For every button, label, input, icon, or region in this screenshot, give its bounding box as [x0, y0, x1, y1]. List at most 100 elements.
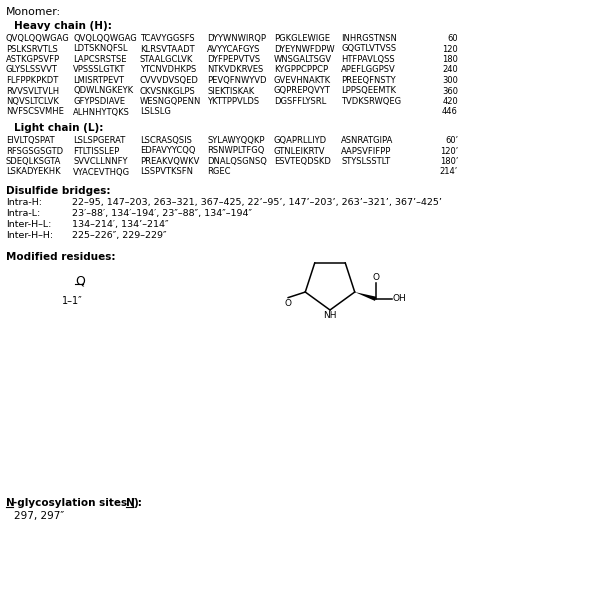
Text: 1–1″: 1–1″ — [62, 296, 83, 306]
Text: 297, 297″: 297, 297″ — [14, 511, 64, 521]
Text: GTNLEIKRTV: GTNLEIKRTV — [274, 146, 325, 155]
Text: 240: 240 — [442, 65, 458, 74]
Text: FLFPPKPKDT: FLFPPKPKDT — [6, 76, 58, 85]
Text: STYSLSSTLT: STYSLSSTLT — [341, 157, 390, 166]
Text: PSLKSRVTLS: PSLKSRVTLS — [6, 44, 58, 53]
Text: 60’: 60’ — [445, 136, 458, 145]
Text: Light chain (L):: Light chain (L): — [14, 123, 103, 133]
Text: Q: Q — [75, 274, 85, 287]
Text: AVYYCAFGYS: AVYYCAFGYS — [207, 44, 260, 53]
Text: LPPSQEEMTK: LPPSQEEMTK — [341, 86, 396, 95]
Text: PEVQFNWYVD: PEVQFNWYVD — [207, 76, 266, 85]
Text: 214’: 214’ — [440, 167, 458, 176]
Text: O: O — [284, 299, 292, 308]
Text: Monomer:: Monomer: — [6, 7, 61, 17]
Text: RSNWPLTFGQ: RSNWPLTFGQ — [207, 146, 265, 155]
Text: QVQLQQWGAG: QVQLQQWGAG — [73, 34, 137, 43]
Text: 180’: 180’ — [440, 157, 458, 166]
Text: HTFPAVLQSS: HTFPAVLQSS — [341, 55, 395, 64]
Text: LSSPVTKSFN: LSSPVTKSFN — [140, 167, 193, 176]
Text: STAALGCLVK: STAALGCLVK — [140, 55, 193, 64]
Text: DNALQSGNSQ: DNALQSGNSQ — [207, 157, 267, 166]
Text: YKTTPPVLDS: YKTTPPVLDS — [207, 97, 259, 106]
Text: WESNGQPENN: WESNGQPENN — [140, 97, 202, 106]
Text: 360: 360 — [442, 86, 458, 95]
Text: DYFPEPVTVS: DYFPEPVTVS — [207, 55, 260, 64]
Text: ASTKGPSVFP: ASTKGPSVFP — [6, 55, 60, 64]
Text: N: N — [6, 498, 15, 508]
Text: GQGTLVTVSS: GQGTLVTVSS — [341, 44, 396, 53]
Text: GQPREPQVYT: GQPREPQVYT — [274, 86, 331, 95]
Text: ):: ): — [133, 498, 142, 508]
Text: FTLTISSLEP: FTLTISSLEP — [73, 146, 119, 155]
Text: DYEYNWFDPW: DYEYNWFDPW — [274, 44, 335, 53]
Text: 225–226″, 229–229″: 225–226″, 229–229″ — [72, 231, 167, 240]
Text: APEFLGGPSV: APEFLGGPSV — [341, 65, 396, 74]
Text: 180: 180 — [442, 55, 458, 64]
Text: INHRGSTNSN: INHRGSTNSN — [341, 34, 397, 43]
Text: Inter-H–L:: Inter-H–L: — [6, 220, 52, 229]
Text: LSKADYEKHK: LSKADYEKHK — [6, 167, 61, 176]
Text: LAPCSRSTSE: LAPCSRSTSE — [73, 55, 127, 64]
Text: GFYPSDIAVE: GFYPSDIAVE — [73, 97, 125, 106]
Text: ALHNHYTQKS: ALHNHYTQKS — [73, 107, 130, 116]
Text: SDEQLKSGTA: SDEQLKSGTA — [6, 157, 61, 166]
Text: DYYWNWIRQP: DYYWNWIRQP — [207, 34, 266, 43]
Text: 120: 120 — [442, 44, 458, 53]
Text: CKVSNKGLPS: CKVSNKGLPS — [140, 86, 196, 95]
Text: VYACEVTHQG: VYACEVTHQG — [73, 167, 130, 176]
Text: RVVSVLTVLH: RVVSVLTVLH — [6, 86, 59, 95]
Text: RFSGSGSGTD: RFSGSGSGTD — [6, 146, 63, 155]
Text: N: N — [126, 498, 135, 508]
Text: QVQLQQWGAG: QVQLQQWGAG — [6, 34, 70, 43]
Text: 23′–88′, 134′–194′, 23″–88″, 134″–194″: 23′–88′, 134′–194′, 23″–88″, 134″–194″ — [72, 209, 252, 218]
Text: KYGPPCPPCP: KYGPPCPPCP — [274, 65, 328, 74]
Text: Intra-L:: Intra-L: — [6, 209, 40, 218]
Text: WNSGALTSGV: WNSGALTSGV — [274, 55, 332, 64]
Text: -glycosylation sites (: -glycosylation sites ( — [13, 498, 136, 508]
Text: Inter-H–H:: Inter-H–H: — [6, 231, 53, 240]
Text: SVVCLLNNFY: SVVCLLNNFY — [73, 157, 128, 166]
Text: ASNRATGIPA: ASNRATGIPA — [341, 136, 394, 145]
Text: Modified residues:: Modified residues: — [6, 252, 115, 262]
Text: PREAKVQWKV: PREAKVQWKV — [140, 157, 199, 166]
Text: 120’: 120’ — [440, 146, 458, 155]
Text: TCAVYGGSFS: TCAVYGGSFS — [140, 34, 194, 43]
Text: KLRSVTAADT: KLRSVTAADT — [140, 44, 194, 53]
Text: LSLSPGERAT: LSLSPGERAT — [73, 136, 125, 145]
Text: LSCRASQSIS: LSCRASQSIS — [140, 136, 192, 145]
Text: EIVLTQSPAT: EIVLTQSPAT — [6, 136, 55, 145]
Text: CVVVDVSQED: CVVVDVSQED — [140, 76, 199, 85]
Text: 446: 446 — [442, 107, 458, 116]
Text: GVEVHNAKTK: GVEVHNAKTK — [274, 76, 331, 85]
Text: Disulfide bridges:: Disulfide bridges: — [6, 186, 110, 196]
Text: 420: 420 — [442, 97, 458, 106]
Text: 22–95, 147–203, 263–321, 367–425, 22’–95’, 147’–203’, 263’–321’, 367’–425’: 22–95, 147–203, 263–321, 367–425, 22’–95… — [72, 198, 442, 207]
Text: 134–214′, 134’–214″: 134–214′, 134’–214″ — [72, 220, 169, 229]
Text: NVFSCSVMHE: NVFSCSVMHE — [6, 107, 64, 116]
Text: NQVSLTCLVK: NQVSLTCLVK — [6, 97, 59, 106]
Text: NH: NH — [323, 311, 337, 320]
Text: AAPSVFIFPP: AAPSVFIFPP — [341, 146, 391, 155]
Text: LDTSKNQFSL: LDTSKNQFSL — [73, 44, 128, 53]
Text: PGKGLEWIGE: PGKGLEWIGE — [274, 34, 330, 43]
Text: RGEC: RGEC — [207, 167, 230, 176]
Text: O: O — [372, 273, 379, 282]
Text: GQAPRLLIYD: GQAPRLLIYD — [274, 136, 327, 145]
Text: Intra-H:: Intra-H: — [6, 198, 42, 207]
Text: ESVTEQDSKD: ESVTEQDSKD — [274, 157, 331, 166]
Text: SIEKTISKAK: SIEKTISKAK — [207, 86, 254, 95]
Text: EDFAVYYCQQ: EDFAVYYCQQ — [140, 146, 196, 155]
Polygon shape — [355, 292, 376, 301]
Text: LSLSLG: LSLSLG — [140, 107, 171, 116]
Text: DGSFFLYSRL: DGSFFLYSRL — [274, 97, 326, 106]
Text: YTCNVDHKPS: YTCNVDHKPS — [140, 65, 196, 74]
Text: 60: 60 — [448, 34, 458, 43]
Text: OH: OH — [392, 295, 406, 304]
Text: 300: 300 — [442, 76, 458, 85]
Text: QDWLNGKEYK: QDWLNGKEYK — [73, 86, 133, 95]
Text: SYLAWYQQKP: SYLAWYQQKP — [207, 136, 265, 145]
Text: PREEQFNSTY: PREEQFNSTY — [341, 76, 395, 85]
Text: GLYSLSSVVT: GLYSLSSVVT — [6, 65, 58, 74]
Text: NTKVDKRVES: NTKVDKRVES — [207, 65, 263, 74]
